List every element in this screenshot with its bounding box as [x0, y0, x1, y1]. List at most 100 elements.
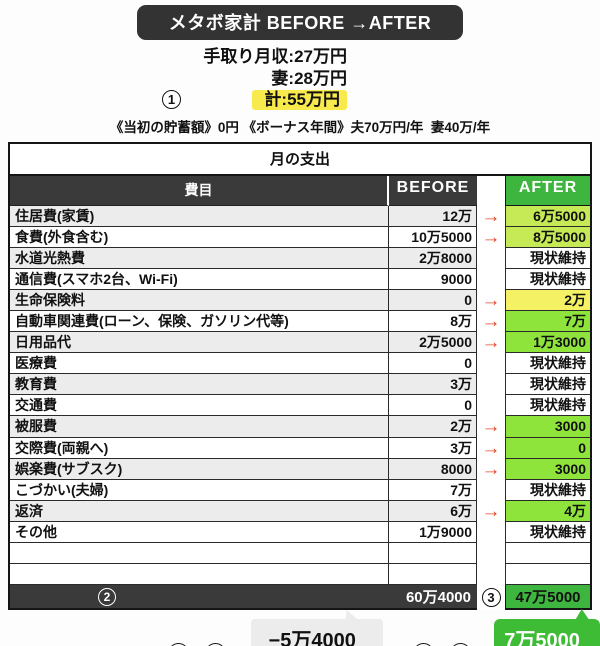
- after-value: 2万: [564, 291, 586, 308]
- category-cell: [10, 564, 389, 586]
- income-total-highlight: 計:55万円: [252, 90, 347, 110]
- after-value-cell: 現状維持: [505, 521, 590, 543]
- category-cell: 教育費: [10, 374, 389, 396]
- category-cell: 住居費(家賃): [10, 205, 389, 227]
- category-cell: 医療費: [10, 353, 389, 375]
- category-label: 生命保険料: [15, 291, 85, 308]
- right-arrow-icon: →: [481, 226, 501, 248]
- category-label: 食費(外食含む): [15, 228, 109, 245]
- after-value-cell: 現状維持: [505, 353, 590, 375]
- formula-row: 1 − 2 = −5万4000円 1 − 3 = 7万5000円: [0, 619, 600, 646]
- before-value: 0: [464, 291, 472, 308]
- arrow-cell: →: [477, 458, 505, 480]
- category-cell: [10, 543, 389, 565]
- arrow-cell: →: [477, 437, 505, 459]
- income-line-husband: 手取り月収:27万円: [203, 47, 347, 66]
- after-value: 0: [578, 439, 586, 456]
- before-value-cell: 10万5000: [389, 226, 477, 248]
- category-label: 水道光熱費: [15, 249, 85, 266]
- after-value-cell: 0: [505, 437, 590, 459]
- after-value: 3000: [554, 460, 586, 477]
- after-value-cell: 1万3000: [505, 332, 590, 354]
- category-label: 返済: [15, 502, 43, 519]
- after-value: 現状維持: [530, 376, 586, 393]
- before-value: 12万: [442, 207, 472, 224]
- before-value-cell: [389, 543, 477, 565]
- right-arrow-icon: →: [481, 332, 501, 354]
- after-value: 現状維持: [530, 249, 586, 266]
- arrow-cell: →: [477, 416, 505, 438]
- after-value: 現状維持: [530, 397, 586, 414]
- arrow-cell: →: [477, 500, 505, 522]
- formula-1-minus-3: 1 − 3 =: [412, 641, 485, 646]
- category-label: その他: [15, 523, 57, 540]
- category-label: 通信費(スマホ2台、Wi-Fi): [15, 270, 178, 287]
- category-cell: 交通費: [10, 395, 389, 417]
- before-value: 10万5000: [411, 228, 472, 245]
- before-value: 2万5000: [419, 334, 472, 351]
- category-cell: 娯楽費(サブスク): [10, 458, 389, 480]
- category-cell: 通信費(スマホ2台、Wi-Fi): [10, 268, 389, 290]
- category-label: 交通費: [15, 397, 57, 414]
- after-value-cell: 現状維持: [505, 374, 590, 396]
- arrow-cell: →: [477, 332, 505, 354]
- before-value: 2万8000: [419, 249, 472, 266]
- page-title: メタボ家計 BEFORE →AFTER: [136, 5, 464, 40]
- before-value-cell: 1万9000: [389, 521, 477, 543]
- before-deficit-result: −5万4000円: [250, 619, 383, 646]
- before-value-cell: 9000: [389, 268, 477, 290]
- before-value: 9000: [440, 270, 472, 287]
- after-value: 現状維持: [530, 481, 586, 498]
- right-arrow-icon: →: [481, 500, 501, 522]
- before-value: 0: [464, 355, 472, 372]
- right-arrow-icon: →: [481, 205, 501, 227]
- category-cell: 被服費: [10, 416, 389, 438]
- before-value: 8万: [450, 313, 472, 330]
- arrow-cell: [477, 521, 505, 543]
- after-surplus-result: 7万5000円: [494, 619, 600, 646]
- before-value-cell: 6万: [389, 500, 477, 522]
- banner-wrap: メタボ家計 BEFORE →AFTER: [0, 0, 600, 40]
- before-value-cell: 0: [389, 289, 477, 311]
- after-value-cell: 現状維持: [505, 395, 590, 417]
- after-value-cell: 7万: [505, 310, 590, 333]
- category-label: 教育費: [15, 376, 57, 393]
- before-value-cell: 2万5000: [389, 332, 477, 354]
- before-value: 1万9000: [419, 523, 472, 540]
- marker-1-icon: 1: [162, 89, 181, 109]
- after-value-cell: 現状維持: [505, 247, 590, 269]
- after-value: 6万5000: [533, 207, 586, 224]
- after-value: 1万3000: [533, 334, 586, 351]
- before-value-cell: 3万: [389, 437, 477, 459]
- category-label: 交際費(両親へ): [15, 439, 109, 456]
- arrow-cell: →: [477, 289, 505, 311]
- marker-2-icon: 2: [98, 587, 116, 606]
- table-title: 月の支出: [10, 143, 590, 176]
- income-line-wife: 妻:28万円: [271, 68, 347, 88]
- arrow-cell: [477, 353, 505, 375]
- before-value: 3万: [450, 376, 472, 393]
- before-value-cell: 0: [389, 353, 477, 375]
- before-value-cell: 3万: [389, 374, 477, 396]
- arrow-cell: [477, 374, 505, 396]
- category-cell: 水道光熱費: [10, 247, 389, 269]
- category-label: 娯楽費(サブスク): [15, 460, 123, 477]
- arrow-cell: [477, 479, 505, 501]
- after-value: 8万5000: [533, 228, 586, 245]
- column-header-before: BEFORE: [389, 175, 477, 206]
- category-cell: 生命保険料: [10, 289, 389, 311]
- expense-table: 月の支出 費目 BEFORE AFTER 住居費(家賃) 12万 → 6万500…: [8, 141, 592, 611]
- minus-sign: −: [436, 641, 448, 646]
- arrow-cell: [477, 268, 505, 290]
- right-arrow-icon: →: [481, 437, 501, 459]
- after-value: 3000: [554, 418, 586, 435]
- before-value-cell: 8000: [389, 458, 477, 480]
- income-line-total: 1 計:55万円: [0, 89, 347, 111]
- arrow-cell: →: [477, 205, 505, 227]
- income-summary: 手取り月収:27万円 妻:28万円 1 計:55万円: [0, 46, 347, 111]
- savings-note: 《当初の貯蓄額》0円 《ボーナス年間》夫70万円/年 妻40万/年: [109, 119, 491, 135]
- before-value-cell: 12万: [389, 205, 477, 227]
- after-value: 4万: [564, 502, 586, 519]
- category-cell: 日用品代: [10, 332, 389, 354]
